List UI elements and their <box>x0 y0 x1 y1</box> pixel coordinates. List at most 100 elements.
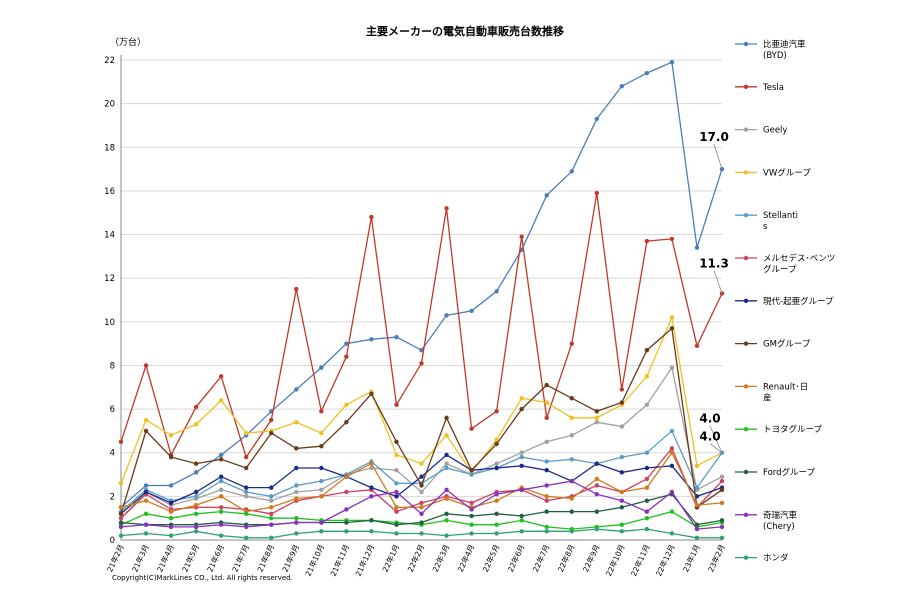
data-point <box>644 509 650 514</box>
data-point <box>244 430 249 436</box>
legend-label: Fordグループ <box>763 467 816 478</box>
data-point <box>419 361 424 366</box>
data-point <box>619 400 625 405</box>
data-point <box>494 461 499 466</box>
legend: 比亜迪汽車(BYD) Tesla Geely VWグループ Stellanti s メルセデ… <box>735 39 835 564</box>
data-point <box>344 402 349 407</box>
data-point <box>569 433 574 438</box>
series-1-tesla <box>118 190 725 460</box>
legend-item-2: Geely <box>735 126 787 136</box>
data-point <box>569 415 574 421</box>
data-point <box>494 409 499 414</box>
data-point <box>494 491 499 497</box>
data-point <box>519 454 524 460</box>
data-point <box>594 526 599 532</box>
data-point <box>694 522 700 527</box>
data-point <box>294 387 299 392</box>
legend-label: VWグループ <box>763 167 811 178</box>
data-point <box>143 498 149 503</box>
data-point <box>569 509 574 514</box>
data-point <box>269 511 274 517</box>
data-point <box>519 529 524 534</box>
data-point <box>319 487 324 493</box>
data-point <box>469 426 474 431</box>
data-point <box>394 402 399 407</box>
data-point <box>394 489 399 495</box>
data-point <box>319 409 324 414</box>
data-point <box>118 533 124 538</box>
legend-swatch-marker <box>743 427 749 432</box>
data-point <box>193 529 199 534</box>
data-point <box>193 461 199 466</box>
data-point <box>694 463 700 469</box>
data-point <box>444 433 449 438</box>
legend-swatch-marker <box>743 384 749 389</box>
annotation-label: 11.3 <box>699 256 729 270</box>
data-point <box>118 505 124 510</box>
data-point <box>168 509 174 514</box>
legend-swatch-marker <box>743 255 749 261</box>
annotation-label: 17.0 <box>699 130 729 144</box>
data-point <box>544 459 549 464</box>
data-point <box>544 509 549 514</box>
data-point <box>494 522 499 527</box>
data-point <box>344 520 349 525</box>
data-point <box>294 520 299 525</box>
data-point <box>594 491 599 497</box>
legend-label: Stellanti s <box>763 211 798 232</box>
annotation-leader-line <box>713 143 723 170</box>
data-point <box>544 467 549 473</box>
legend-label: GMグループ <box>763 339 811 350</box>
annotation-label: 4.0 <box>699 412 720 426</box>
data-point <box>519 513 524 519</box>
data-point <box>143 417 149 423</box>
data-point <box>394 509 399 514</box>
data-point <box>644 374 650 379</box>
data-point <box>244 535 249 541</box>
data-point <box>594 476 599 482</box>
legend-swatch-marker <box>743 341 749 346</box>
legend-swatch-marker <box>743 213 749 218</box>
data-point <box>344 507 349 512</box>
data-point <box>168 433 174 438</box>
data-point <box>494 531 499 536</box>
data-point <box>269 498 274 503</box>
data-point <box>494 289 499 294</box>
data-point <box>143 428 149 434</box>
data-point <box>619 522 625 527</box>
data-point <box>669 315 675 320</box>
data-point <box>218 494 224 499</box>
data-point <box>193 422 199 427</box>
data-point <box>118 520 124 525</box>
data-point <box>118 524 124 530</box>
data-point <box>394 505 399 510</box>
data-point <box>168 500 174 506</box>
data-point <box>344 489 349 495</box>
data-point <box>469 522 474 527</box>
data-point <box>143 511 149 517</box>
data-point <box>544 439 549 445</box>
y-axis-ticks: 0 2 4 6 8 10 12 14 16 18 20 22 <box>104 56 115 546</box>
data-point <box>469 507 474 512</box>
data-point <box>394 481 399 486</box>
legend-label: Tesla <box>762 83 784 93</box>
data-point <box>218 478 224 484</box>
data-point <box>218 452 224 458</box>
series-12-series <box>118 526 725 541</box>
data-point <box>444 461 449 466</box>
data-point <box>193 494 199 499</box>
legend-label: Renault･日産 <box>763 382 808 403</box>
data-point <box>143 531 149 536</box>
data-point <box>444 415 449 421</box>
data-point <box>619 529 625 534</box>
legend-swatch-marker <box>743 84 749 90</box>
data-point <box>369 494 374 499</box>
data-point <box>344 341 349 346</box>
data-point <box>519 395 524 401</box>
data-point <box>244 524 249 530</box>
legend-item-5: メルセデス･ベンツグループ <box>735 253 835 275</box>
data-point <box>294 286 299 292</box>
data-point <box>519 450 524 455</box>
data-point <box>519 487 524 493</box>
data-point <box>669 531 675 536</box>
